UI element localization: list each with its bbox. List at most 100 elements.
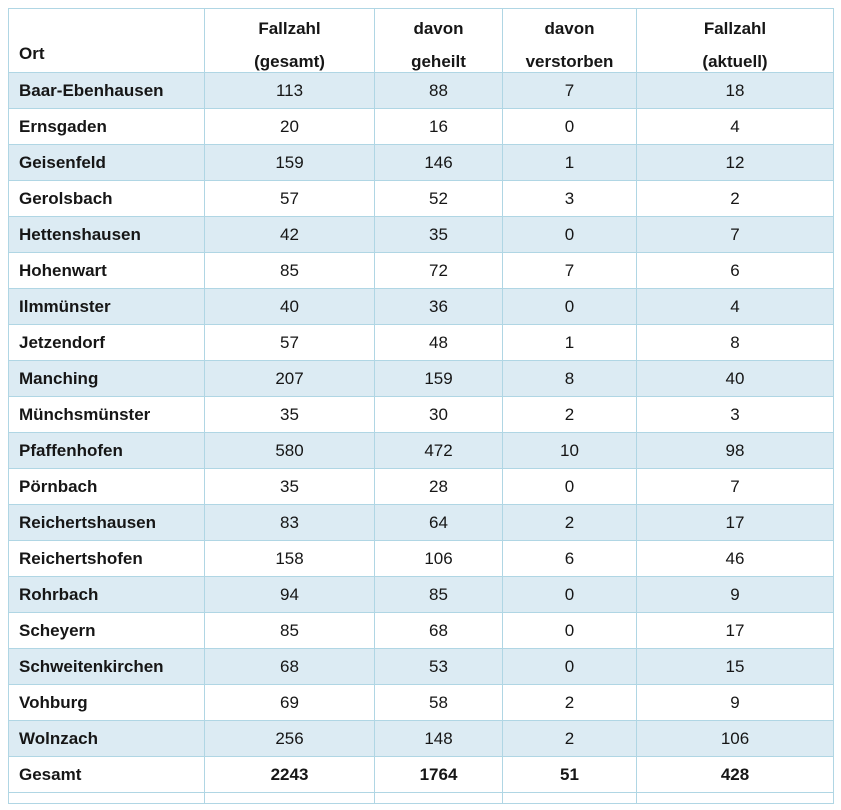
- gesamt-cell: 159: [204, 144, 375, 181]
- verstorben-cell: 3: [502, 180, 637, 217]
- ort-cell: Wolnzach: [8, 720, 205, 757]
- table-row: Pfaffenhofen 580 472 10 98: [8, 432, 834, 469]
- ort-cell: Hettenshausen: [8, 216, 205, 253]
- col-header-davon-geheilt: davon geheilt: [374, 8, 503, 73]
- aktuell-cell: 18: [636, 72, 834, 109]
- geheilt-cell: 64: [374, 504, 503, 541]
- ort-cell: Rohrbach: [8, 576, 205, 613]
- table-row: Reichertshofen 158 106 6 46: [8, 540, 834, 577]
- verstorben-cell: 0: [502, 288, 637, 325]
- aktuell-cell: 12: [636, 144, 834, 181]
- ort-cell: Pfaffenhofen: [8, 432, 205, 469]
- geheilt-cell: 58: [374, 684, 503, 721]
- filler-row: [8, 792, 834, 804]
- table-header-row: Ort Fallzahl (gesamt) davon geheilt davo…: [8, 8, 834, 73]
- verstorben-cell: 0: [502, 108, 637, 145]
- geheilt-cell: 35: [374, 216, 503, 253]
- geheilt-cell: 148: [374, 720, 503, 757]
- gesamt-cell: 85: [204, 612, 375, 649]
- table-row: Geisenfeld 159 146 1 12: [8, 144, 834, 181]
- ort-cell: Baar-Ebenhausen: [8, 72, 205, 109]
- table-row: Münchsmünster 35 30 2 3: [8, 396, 834, 433]
- col-header-davon-verstorben: davon verstorben: [502, 8, 637, 73]
- geheilt-cell: 16: [374, 108, 503, 145]
- table-row: Scheyern 85 68 0 17: [8, 612, 834, 649]
- filler-cell: [502, 792, 637, 804]
- total-geheilt-cell: 1764: [374, 756, 503, 793]
- geheilt-cell: 472: [374, 432, 503, 469]
- verstorben-cell: 6: [502, 540, 637, 577]
- table-header: Ort Fallzahl (gesamt) davon geheilt davo…: [8, 8, 834, 73]
- ort-cell: Reichertshausen: [8, 504, 205, 541]
- aktuell-cell: 4: [636, 108, 834, 145]
- verstorben-cell: 0: [502, 612, 637, 649]
- gesamt-cell: 113: [204, 72, 375, 109]
- gesamt-cell: 256: [204, 720, 375, 757]
- gesamt-cell: 69: [204, 684, 375, 721]
- ort-cell: Reichertshofen: [8, 540, 205, 577]
- aktuell-cell: 106: [636, 720, 834, 757]
- ort-cell: Hohenwart: [8, 252, 205, 289]
- total-verstorben-cell: 51: [502, 756, 637, 793]
- aktuell-cell: 7: [636, 468, 834, 505]
- geheilt-cell: 48: [374, 324, 503, 361]
- filler-cell: [374, 792, 503, 804]
- gesamt-cell: 35: [204, 396, 375, 433]
- gesamt-cell: 85: [204, 252, 375, 289]
- col-header-ort-label: Ort: [19, 44, 45, 63]
- verstorben-cell: 0: [502, 576, 637, 613]
- aktuell-cell: 40: [636, 360, 834, 397]
- geheilt-cell: 68: [374, 612, 503, 649]
- aktuell-cell: 17: [636, 612, 834, 649]
- total-row: Gesamt 2243 1764 51 428: [8, 756, 834, 793]
- col-header-fallzahl-gesamt: Fallzahl (gesamt): [204, 8, 375, 73]
- geheilt-cell: 106: [374, 540, 503, 577]
- gesamt-cell: 83: [204, 504, 375, 541]
- table-row: Reichertshausen 83 64 2 17: [8, 504, 834, 541]
- gesamt-cell: 20: [204, 108, 375, 145]
- gesamt-cell: 207: [204, 360, 375, 397]
- gesamt-cell: 68: [204, 648, 375, 685]
- gesamt-cell: 57: [204, 324, 375, 361]
- filler-cell: [636, 792, 834, 804]
- table-row: Manching 207 159 8 40: [8, 360, 834, 397]
- geheilt-cell: 146: [374, 144, 503, 181]
- verstorben-cell: 1: [502, 144, 637, 181]
- aktuell-cell: 7: [636, 216, 834, 253]
- aktuell-cell: 8: [636, 324, 834, 361]
- verstorben-cell: 7: [502, 252, 637, 289]
- table-row: Gerolsbach 57 52 3 2: [8, 180, 834, 217]
- ort-cell: Gerolsbach: [8, 180, 205, 217]
- geheilt-cell: 52: [374, 180, 503, 217]
- ort-cell: Scheyern: [8, 612, 205, 649]
- verstorben-cell: 7: [502, 72, 637, 109]
- filler-cell: [8, 792, 205, 804]
- ort-cell: Vohburg: [8, 684, 205, 721]
- total-ort-cell: Gesamt: [8, 756, 205, 793]
- geheilt-cell: 72: [374, 252, 503, 289]
- verstorben-cell: 2: [502, 720, 637, 757]
- verstorben-cell: 2: [502, 684, 637, 721]
- col-header-ort: Ort: [8, 8, 205, 73]
- geheilt-cell: 28: [374, 468, 503, 505]
- geheilt-cell: 159: [374, 360, 503, 397]
- verstorben-cell: 8: [502, 360, 637, 397]
- total-aktuell-cell: 428: [636, 756, 834, 793]
- aktuell-cell: 98: [636, 432, 834, 469]
- verstorben-cell: 0: [502, 468, 637, 505]
- verstorben-cell: 0: [502, 648, 637, 685]
- table-row: Hohenwart 85 72 7 6: [8, 252, 834, 289]
- aktuell-cell: 4: [636, 288, 834, 325]
- gesamt-cell: 580: [204, 432, 375, 469]
- aktuell-cell: 46: [636, 540, 834, 577]
- verstorben-cell: 1: [502, 324, 637, 361]
- verstorben-cell: 2: [502, 504, 637, 541]
- table-row: Rohrbach 94 85 0 9: [8, 576, 834, 613]
- table-row: Hettenshausen 42 35 0 7: [8, 216, 834, 253]
- gesamt-cell: 57: [204, 180, 375, 217]
- geheilt-cell: 30: [374, 396, 503, 433]
- geheilt-cell: 88: [374, 72, 503, 109]
- aktuell-cell: 3: [636, 396, 834, 433]
- total-gesamt-cell: 2243: [204, 756, 375, 793]
- ort-cell: Schweitenkirchen: [8, 648, 205, 685]
